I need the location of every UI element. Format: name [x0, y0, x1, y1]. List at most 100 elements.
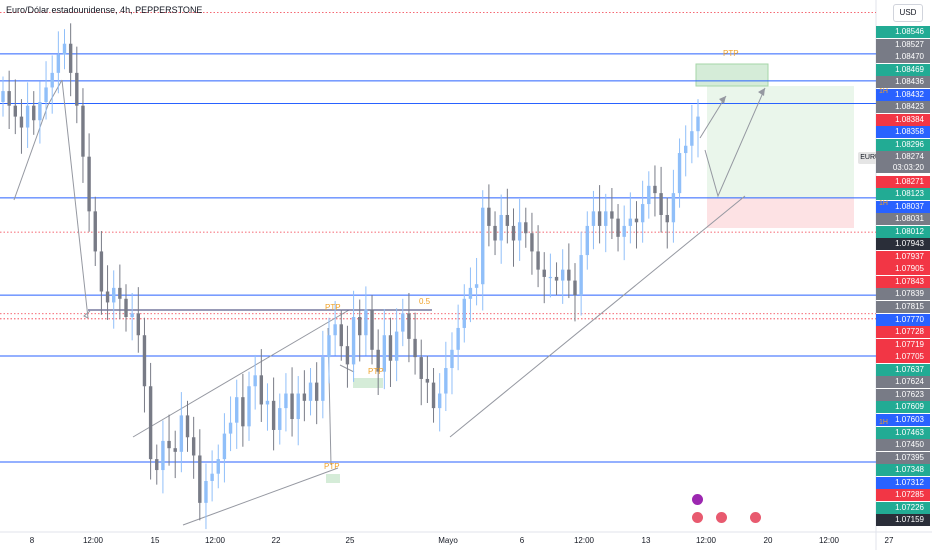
candle-body	[87, 156, 91, 212]
time-tick-label: 25	[345, 536, 355, 545]
ptp-label-top: PTP	[723, 49, 739, 58]
time-tick-label: 8	[29, 536, 35, 545]
candle-body	[591, 211, 596, 226]
price-tag: 1.07815	[876, 301, 930, 313]
price-tag: 1.08527	[876, 38, 930, 51]
candle-body	[253, 375, 257, 387]
price-tag: 1.07839	[876, 288, 930, 301]
long-position-loss-zone[interactable]	[707, 198, 854, 228]
ascending-trendline[interactable]	[449, 195, 746, 438]
candle-body	[597, 211, 602, 226]
time-tick-label: 12:00	[204, 536, 226, 545]
long-position-profit-zone[interactable]	[707, 86, 854, 198]
candle-body	[198, 455, 202, 503]
candle-body	[302, 393, 307, 401]
currency-button[interactable]: USD	[893, 4, 923, 22]
current-price-tag: 1.08274 03:03:20	[876, 151, 930, 173]
candle-body	[259, 375, 264, 405]
countdown: 03:03:20	[892, 163, 924, 172]
time-tick-label: 20	[763, 536, 773, 545]
price-tag: 1.07609	[876, 401, 930, 414]
price-tag: 1.07463	[876, 426, 930, 439]
candle-body	[493, 225, 497, 241]
candle-body	[585, 225, 589, 256]
candle-body	[407, 313, 411, 339]
candle-body	[25, 105, 30, 128]
candle-body	[437, 393, 442, 409]
candle-body	[364, 309, 368, 336]
candle-body	[622, 225, 626, 237]
candle-body	[179, 415, 184, 452]
dividend-event-icon[interactable]	[692, 494, 703, 505]
price-tag: 1.07450	[876, 439, 930, 452]
us-flag-event-icon[interactable]	[750, 512, 761, 523]
time-tick-label: 12:00	[573, 536, 595, 545]
time-tick-label: 22	[271, 536, 281, 545]
fib-level-label: 0.5	[419, 297, 431, 306]
candle-body	[640, 204, 645, 223]
price-tag: 1.07312	[876, 476, 930, 489]
candle-body	[696, 116, 700, 132]
candle-body	[567, 269, 571, 281]
time-tick-label: 6	[519, 536, 525, 545]
candle-body	[358, 317, 362, 336]
candle-body	[81, 105, 85, 157]
price-tag: 1.07603	[876, 413, 930, 426]
channel-lower-line[interactable]	[182, 467, 339, 526]
time-tick-label: 13	[641, 536, 651, 545]
candle-body	[161, 440, 165, 471]
price-tag: 1.07943	[876, 238, 930, 251]
us-flag-event-icon[interactable]	[716, 512, 727, 523]
price-tag: 1.08436	[876, 76, 930, 89]
price-tag: 1.08031	[876, 213, 930, 226]
candle-body	[62, 43, 67, 55]
price-tag: 1.08384	[876, 113, 930, 126]
candle-body	[524, 222, 528, 234]
projection-arrow-zigzag	[704, 87, 766, 198]
time-tick-label: Mayo	[438, 536, 458, 545]
price-tag: 1.07937	[876, 250, 930, 263]
candle-body	[370, 309, 374, 350]
h1-label-upper: 1H	[879, 88, 888, 95]
us-flag-event-icon[interactable]	[692, 512, 703, 523]
candle-body	[333, 324, 337, 336]
candle-body	[511, 225, 516, 241]
candle-body	[235, 397, 239, 423]
candle-body	[210, 473, 214, 481]
candle-body	[118, 287, 122, 299]
candle-body	[216, 459, 220, 474]
price-tag: 1.07624	[876, 376, 930, 389]
candle-body	[530, 233, 534, 252]
arrow-head-1	[719, 96, 726, 104]
candle-body	[284, 393, 288, 409]
price-tag: 1.08546	[876, 26, 930, 38]
candle-body	[68, 43, 73, 73]
candle-body	[148, 386, 153, 460]
price-tag: 1.07159	[876, 514, 930, 527]
price-tag: 1.08469	[876, 63, 930, 76]
candle-body	[401, 313, 405, 332]
candle-body	[474, 284, 479, 288]
candle-body	[308, 382, 313, 401]
candle-body	[388, 335, 393, 361]
candle-body	[278, 408, 282, 430]
ptp-label-channel: PTP	[325, 303, 341, 312]
price-tag: 1.07348	[876, 464, 930, 477]
candle-body	[56, 54, 61, 73]
price-tag: 1.08358	[876, 126, 930, 139]
candle-body	[339, 324, 343, 347]
candle-body	[481, 207, 485, 285]
candle-body	[167, 440, 171, 449]
candle-body	[130, 313, 134, 318]
projection-arrow-up	[699, 95, 727, 139]
swing-line-drop	[61, 79, 89, 319]
candle-body	[517, 222, 522, 241]
candle-body	[579, 255, 583, 296]
chart-title: Euro/Dólar estadounidense, 4h, PEPPERSTO…	[6, 5, 203, 15]
candle-body	[191, 437, 196, 456]
candle-body	[142, 335, 147, 387]
price-tag: 1.07719	[876, 338, 930, 351]
candle-body	[345, 346, 350, 365]
candle-body	[351, 317, 356, 365]
